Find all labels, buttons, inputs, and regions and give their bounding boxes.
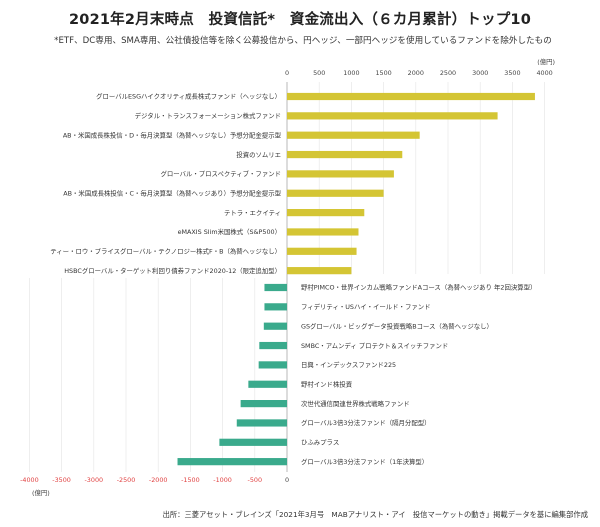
outflow-label: 野村PIMCO・世界インカム戦略ファンドAコース（為替ヘッジあり 年2回決算型） — [301, 283, 536, 292]
inflow-bar — [287, 267, 352, 275]
inflow-label: テトラ・エクイティ — [224, 209, 281, 217]
outflow-label: SMBC・アムンディ プロテクト＆スイッチファンド — [301, 341, 448, 350]
outflow-label: 野村インド株投資 — [301, 379, 353, 388]
outflow-bar — [177, 458, 287, 466]
bottom-axis-unit: (億円) — [32, 488, 50, 497]
outflow-bar — [263, 322, 287, 330]
top-axis-tick: 4000 — [536, 69, 552, 77]
inflow-label: グローバル・プロスペクティブ・ファンド — [160, 169, 281, 178]
outflow-bar — [248, 380, 287, 388]
inflow-label: AB・米国成長株投信・C・毎月決算型（為替ヘッジあり）予想分配金提示型 — [63, 188, 281, 197]
outflow-label: 日興・インデックスファンド225 — [301, 360, 396, 369]
inflow-bar — [287, 150, 403, 159]
inflow-label: eMAXIS Slim米国株式（S&P500） — [178, 227, 281, 236]
inflow-bar — [287, 247, 357, 255]
inflow-label: 投資のソムリエ — [236, 150, 281, 159]
top-axis-tick: 500 — [313, 69, 325, 77]
top-axis-unit: (億円) — [537, 57, 555, 66]
inflow-label: デジタル・トランスフォーメーション株式ファンド — [135, 111, 281, 120]
outflow-bar — [219, 438, 287, 446]
bottom-axis-tick: -500 — [248, 476, 263, 484]
bottom-axis-tick: -1500 — [181, 476, 200, 484]
inflow-label: ティー・ロウ・プライスグローバル・テクノロジー株式F・B（為替ヘッジなし） — [50, 247, 281, 256]
top-axis-tick: 1500 — [375, 69, 391, 77]
outflow-bar — [259, 341, 287, 350]
inflow-bar — [287, 131, 420, 139]
outflow-label: グローバル3倍3分法ファンド（1年決算型） — [301, 457, 428, 466]
outflow-bar — [264, 303, 287, 311]
outflow-bar — [240, 400, 287, 408]
inflow-bar — [287, 209, 365, 217]
bars — [177, 92, 535, 466]
bottom-axis-tick: 0 — [285, 476, 289, 484]
outflow-bar — [258, 361, 287, 369]
bottom-axis-tick: -3500 — [52, 476, 71, 484]
inflow-bar — [287, 228, 359, 236]
outflow-label: 次世代通信関連世界株式戦略ファンド — [301, 399, 410, 408]
top-axis-tick: 0 — [285, 69, 289, 77]
outflow-label: フィデリティ・USハイ・イールド・ファンド — [301, 302, 431, 311]
chart-title: 2021年2月末時点 投資信託* 資金流出入（６カ月累計）トップ10 — [68, 12, 531, 28]
inflow-label: グローバルESGハイクオリティ成長株式ファンド（ヘッジなし） — [96, 92, 281, 101]
top-axis-tick: 2500 — [440, 69, 456, 77]
source-note: 出所：三菱アセット・ブレインズ「2021年3月号 MABアナリスト・アイ 投信マ… — [162, 510, 588, 519]
outflow-label: GSグローバル・ビッグデータ投資戦略Bコース（為替ヘッジなし） — [301, 321, 493, 330]
axis-ticks: 0 500 1000 1500 2000 2500 3000 3500 4000 (億円) -400… — [20, 57, 555, 497]
top-axis-tick: 3000 — [472, 69, 488, 77]
inflow-bar — [287, 92, 535, 101]
outflow-bar — [264, 283, 287, 292]
inflow-label: AB・米国成長株投信・D・毎月決算型（為替ヘッジなし）予想分配金提示型 — [63, 130, 282, 139]
bottom-axis-tick: -1000 — [213, 476, 232, 484]
bottom-axis-tick: -3000 — [85, 476, 104, 484]
outflow-label: グローバル3倍3分法ファンド（隔月分配型） — [301, 418, 431, 427]
bar-labels: グローバルESGハイクオリティ成長株式ファンド（ヘッジなし） デジタル・トランスフ… — [50, 92, 536, 466]
top-axis-tick: 3500 — [504, 69, 520, 77]
top-axis-tick: 2000 — [408, 69, 424, 77]
outflow-label: ひふみプラス — [301, 439, 339, 447]
bottom-axis-tick: -2500 — [117, 476, 136, 484]
outflow-bar — [236, 419, 287, 427]
inflow-bar — [287, 112, 498, 120]
inflow-bar — [287, 189, 384, 197]
inflow-bar — [287, 170, 394, 178]
inflow-label: HSBCグローバル・ターゲット利回り債券ファンド2020-12（限定追加型） — [64, 266, 281, 275]
top-axis-tick: 1000 — [343, 69, 359, 77]
chart-subtitle: *ETF、DC専用、SMA専用、公社債投信等を除く公募投信から、円ヘッジ、一部円… — [54, 36, 552, 46]
gridlines — [29, 82, 545, 472]
bottom-axis-tick: -2000 — [149, 476, 168, 484]
bottom-axis-tick: -4000 — [20, 476, 39, 484]
